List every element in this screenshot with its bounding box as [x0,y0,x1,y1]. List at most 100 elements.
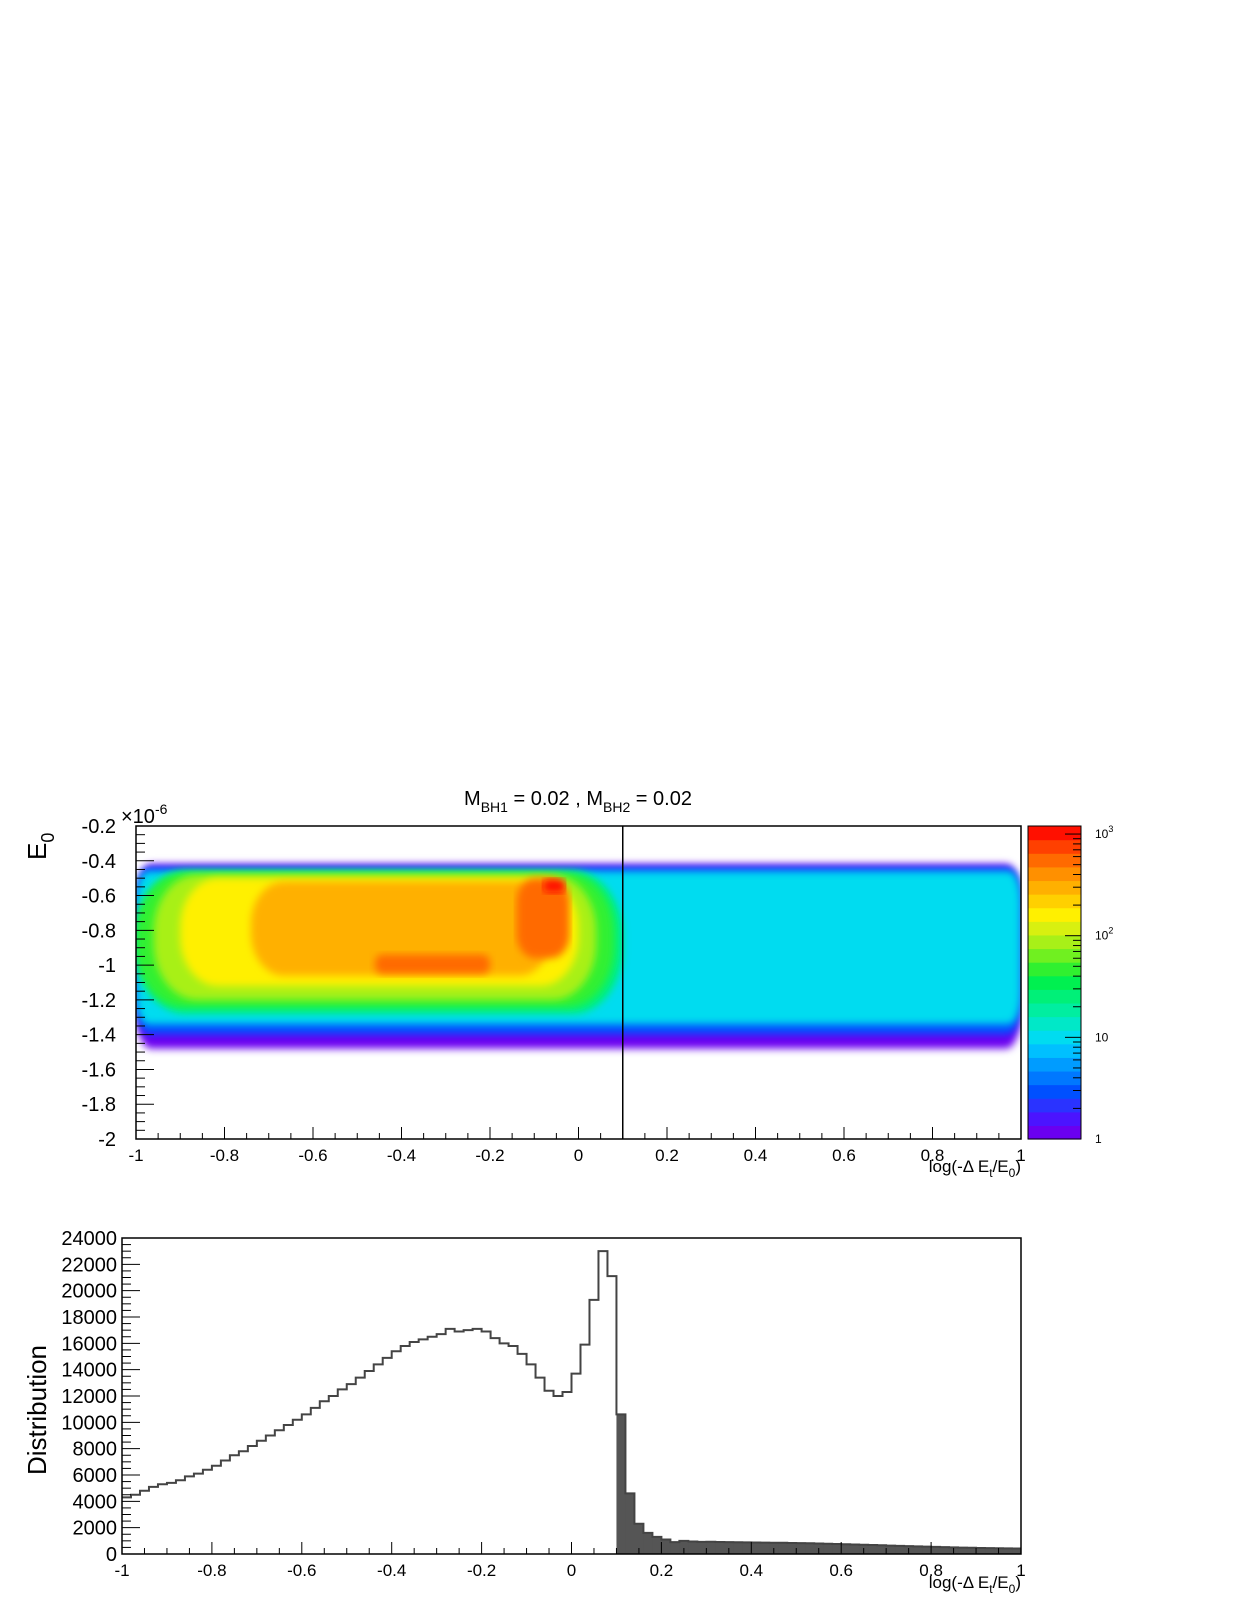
histogram-bar-filled [877,1545,887,1554]
color-scale-step [1028,1111,1081,1126]
histogram-bar-filled [1003,1548,1013,1554]
color-scale-step [1028,907,1081,922]
x-tick-label: -0.2 [475,1146,504,1165]
heatmap-panel: MBH1 = 0.02 , MBH2 = 0.02 -1 -0.8 -0.6 -0.4… [22,788,1113,1180]
x-tick-label: -1 [114,1561,129,1580]
x-tick-label: -0.2 [467,1561,496,1580]
color-scale-bar: 1 10 102 103 [1027,824,1113,1146]
histogram-bar-filled [625,1493,635,1554]
histogram-bar-filled [958,1547,968,1554]
y-tick-label: -1 [98,955,116,977]
heatmap-x-axis: -1 -0.8 -0.6 -0.4 -0.2 0 0.2 0.4 0.6 0.8 1 [128,1127,1026,1165]
x-tick-label: 0.4 [739,1561,763,1580]
histogram-bar-filled [940,1547,950,1554]
color-scale-step [1028,962,1081,977]
y-tick-label: 16000 [61,1333,117,1355]
heatmap-contours [136,864,1021,1049]
histogram-bar-filled [985,1548,995,1554]
y-tick-label: 12000 [61,1386,117,1408]
heatmap-y-label: E0 [22,833,58,860]
histogram-panel: -1 -0.8 -0.6 -0.4 -0.2 0 0.2 0.4 0.6 0.8 1 0 2000 40… [22,1228,1026,1596]
heatmap-x-label: log(-Δ Et/E0) [929,1157,1021,1180]
histogram-bar-filled [706,1541,716,1554]
y-tick-label: 6000 [73,1465,118,1487]
y-tick-label: 18000 [61,1307,117,1329]
histogram-x-label: log(-Δ Et/E0) [929,1573,1021,1596]
histogram-bar-filled [796,1543,806,1554]
color-scale-step [1028,1057,1081,1072]
x-tick-label: 0.4 [744,1146,768,1165]
histogram-bar-filled [679,1540,689,1554]
histogram-bar-filled [823,1543,833,1554]
histogram-bar-filled [895,1545,905,1554]
histogram-x-axis: -1 -0.8 -0.6 -0.4 -0.2 0 0.2 0.4 0.6 0.8 1 [114,1542,1026,1580]
histogram-bar-filled [787,1542,797,1554]
x-tick-label: -0.6 [287,1561,316,1580]
y-tick-label: 8000 [73,1439,118,1461]
x-tick-label: 0.8 [919,1561,943,1580]
histogram-bar-filled [913,1546,923,1554]
y-tick-label: 2000 [73,1518,118,1540]
color-scale-step [1028,839,1081,854]
y-tick-label: 20000 [61,1281,117,1303]
histogram-bars [122,1250,1022,1554]
y-tick-label: 24000 [61,1228,117,1250]
color-scale-step [1028,948,1081,963]
x-tick-label: 1 [1016,1561,1025,1580]
x-tick-label: 0 [567,1561,576,1580]
color-scale-label: 102 [1095,926,1113,943]
color-scale-step [1028,880,1081,895]
color-scale-step [1028,1016,1081,1031]
color-scale-step [1028,989,1081,1004]
color-scale-step [1028,934,1081,950]
color-scale-label: 10 [1095,1030,1109,1044]
histogram-outline [122,1250,1021,1550]
x-tick-label: 1 [1016,1146,1025,1165]
histogram-bar-filled [832,1543,842,1554]
x-tick-label: 0.6 [829,1561,853,1580]
x-tick-label: 0.2 [650,1561,674,1580]
histogram-y-axis: 0 2000 4000 6000 8000 10000 12000 14000 16000 180… [61,1228,140,1566]
histogram-bar-filled [652,1536,662,1554]
y-tick-label: 0 [106,1544,117,1566]
histogram-bar-filled [742,1542,752,1554]
histogram-bar-filled [760,1542,770,1554]
color-scale-step [1028,853,1081,868]
histogram-bar-filled [931,1546,941,1554]
color-scale-step [1028,1125,1081,1140]
color-scale-step [1028,1030,1081,1045]
histogram-bar-filled [805,1543,815,1554]
histogram-bar-filled [643,1532,653,1554]
y-tick-label: -0.4 [82,851,116,873]
y-tick-label: -1.2 [82,990,116,1012]
x-tick-label: -0.8 [197,1561,226,1580]
histogram-y-label: Distribution [22,1345,52,1475]
contour-band [251,881,552,976]
x-tick-label: -0.4 [387,1146,416,1165]
x-tick-label: 0 [574,1146,583,1165]
contour-band [543,879,566,893]
x-tick-label: 0.2 [655,1146,679,1165]
chart-title: MBH1 = 0.02 , MBH2 = 0.02 [464,788,692,815]
color-scale-step [1028,921,1081,936]
histogram-bar-filled [688,1541,698,1554]
histogram-bar-filled [850,1544,860,1554]
contour-band [516,878,570,959]
histogram-bar-filled [661,1539,671,1554]
histogram-bar-filled [1012,1548,1022,1554]
color-scale-step [1028,866,1081,882]
color-scale-step [1028,1084,1081,1099]
y-tick-label: -1.6 [82,1059,116,1081]
histogram-bar-filled [634,1523,644,1554]
histogram-bar-filled [922,1546,932,1554]
y-tick-label: 4000 [73,1491,118,1513]
histogram-bar-filled [886,1545,896,1554]
x-tick-label: 0.8 [921,1146,945,1165]
histogram-bar-filled [967,1547,977,1554]
histogram-bar-filled [715,1542,725,1554]
color-scale-label: 1 [1095,1132,1102,1146]
color-scale-frame [1027,825,1082,1140]
histogram-frame [121,1237,1022,1555]
color-scale-step [1028,1002,1081,1018]
